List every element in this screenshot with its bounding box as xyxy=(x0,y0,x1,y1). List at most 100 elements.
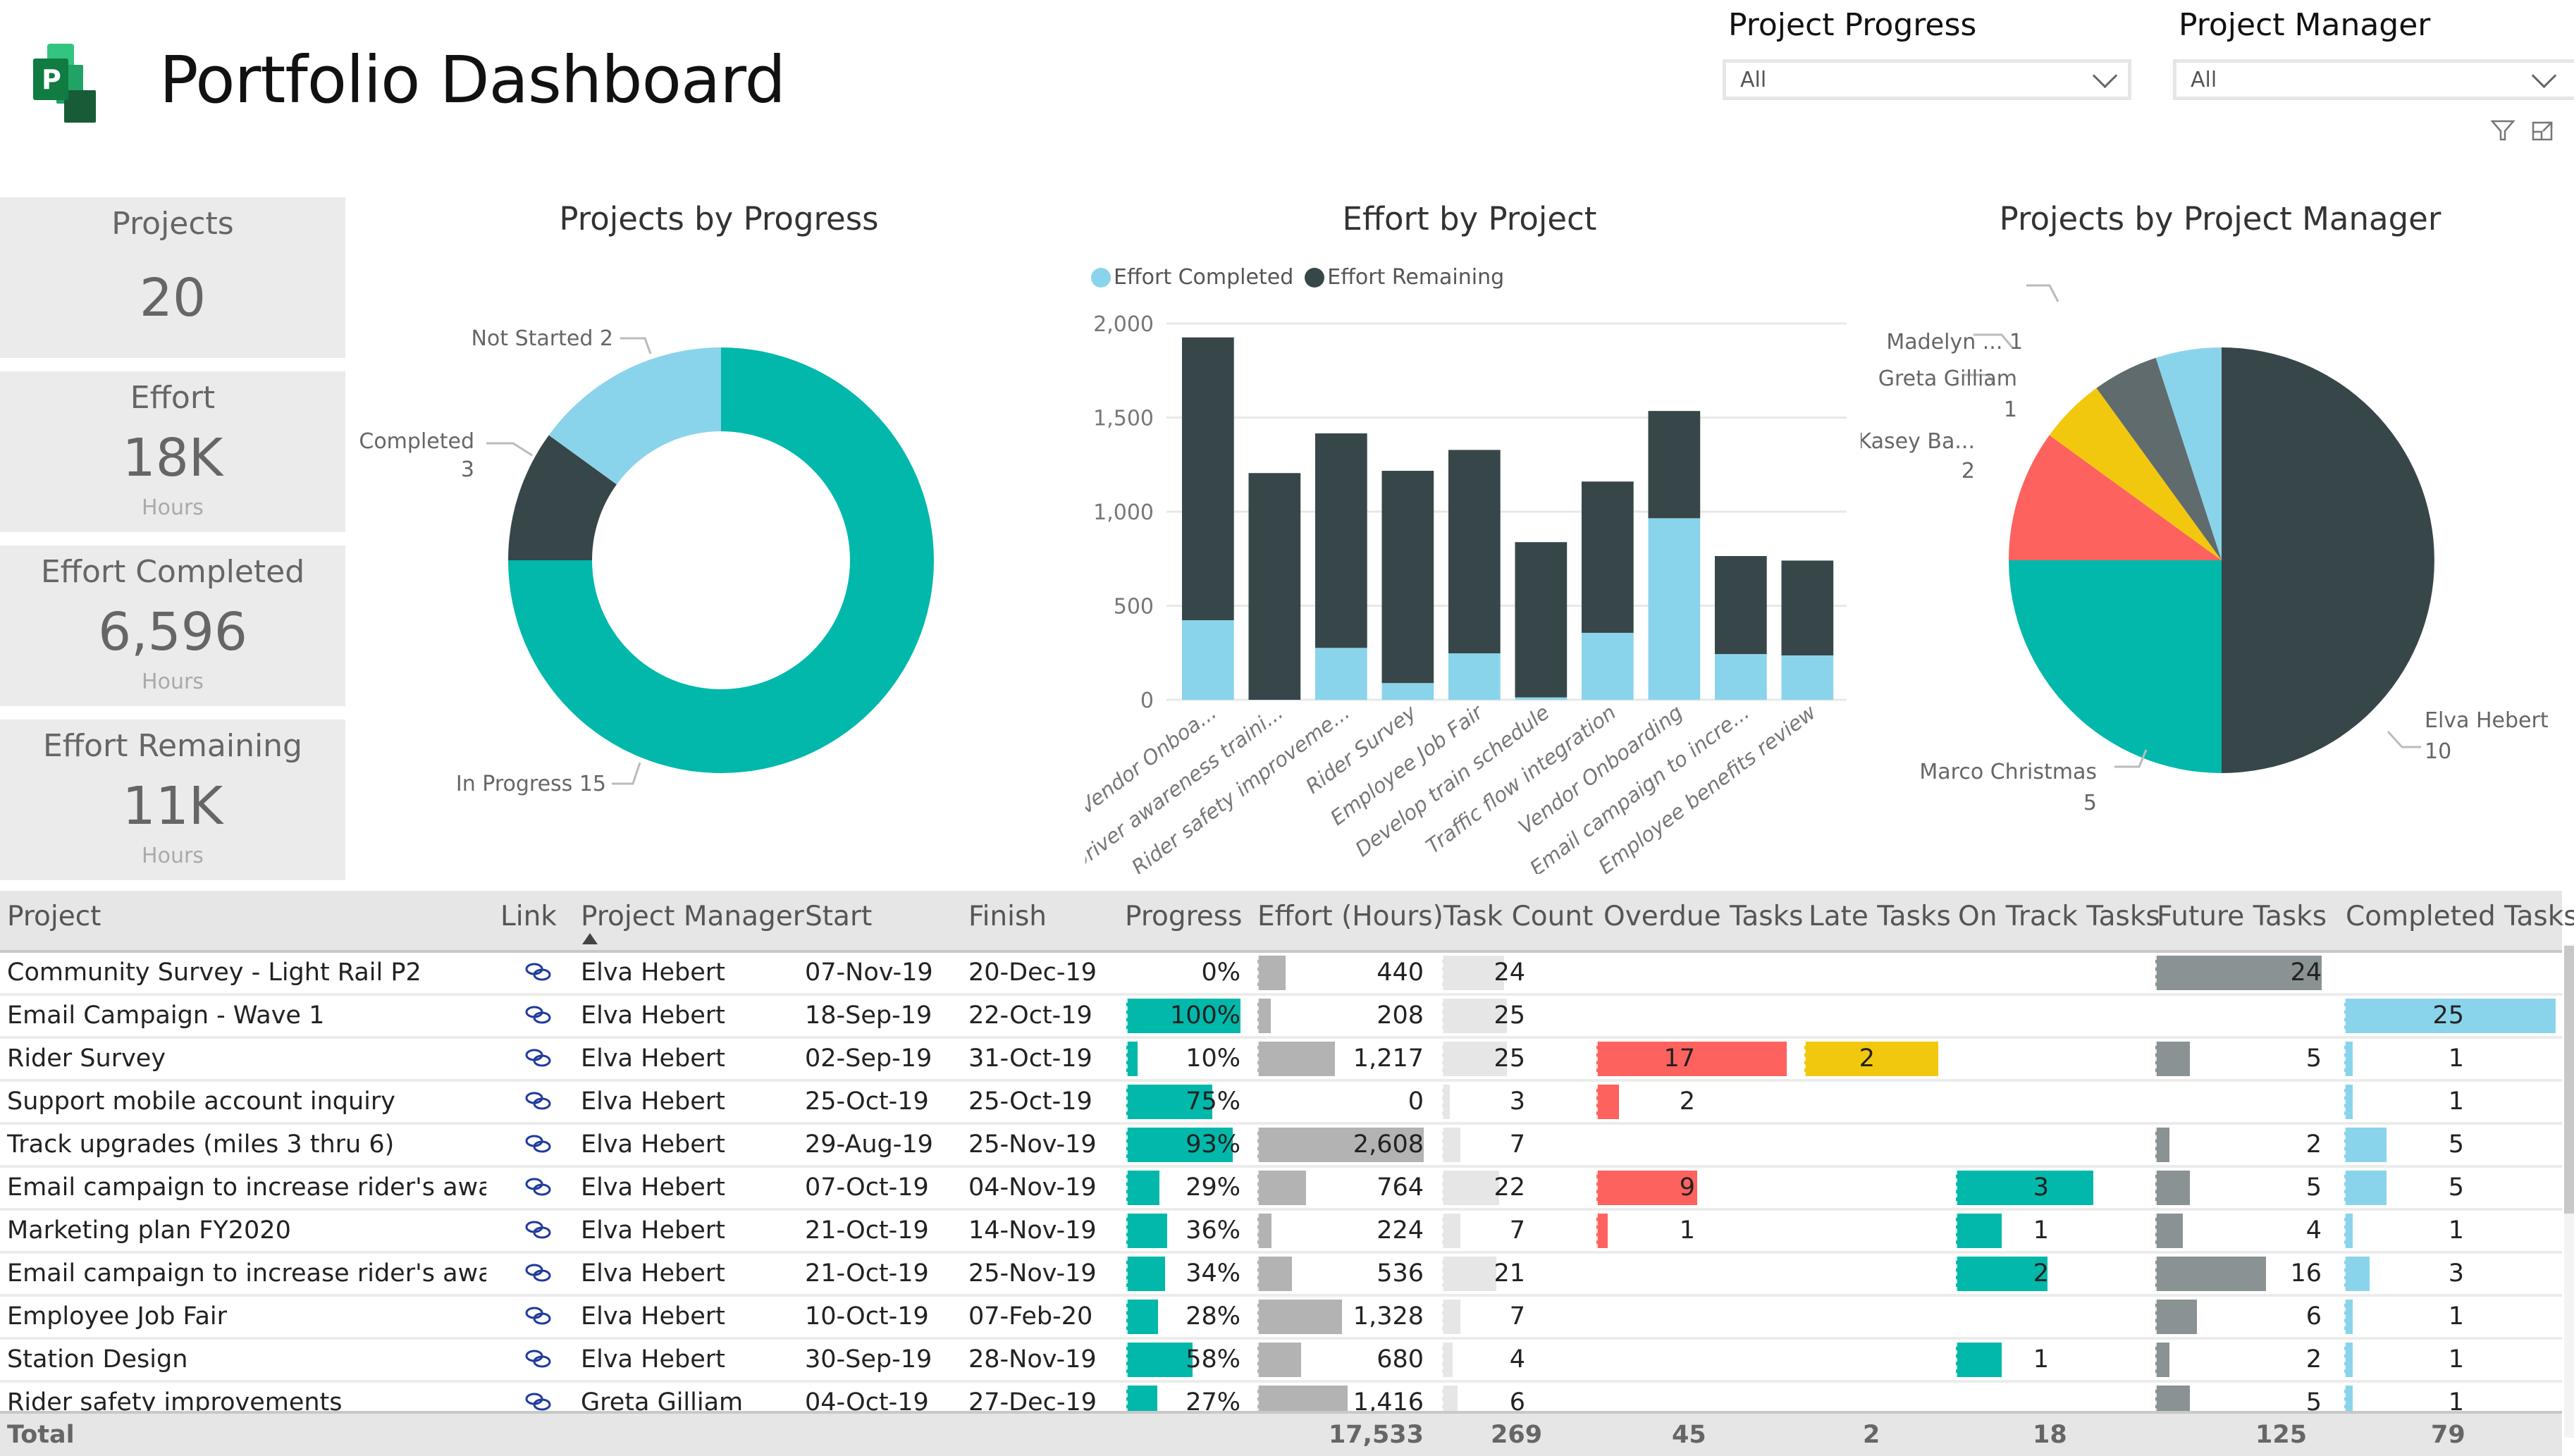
bar-effort-remaining[interactable] xyxy=(1315,433,1367,648)
table-row[interactable]: Email campaign to increase rider's aware… xyxy=(0,1254,2562,1297)
on-track-bar xyxy=(1956,1171,2093,1205)
kpi-value: 18K xyxy=(122,428,223,488)
link-icon[interactable] xyxy=(524,961,553,982)
pie-slice-marco-christmas[interactable] xyxy=(2009,560,2222,773)
finish-date: 07-Feb-20 xyxy=(968,1302,1093,1331)
donut-label-completed: Completed xyxy=(359,429,474,454)
progress-bar xyxy=(1126,1085,1212,1119)
bar-effort-remaining[interactable] xyxy=(1715,556,1767,655)
pie-slice-greta-gilliam[interactable] xyxy=(2049,388,2222,560)
link-icon[interactable] xyxy=(524,1219,553,1240)
column-header-link[interactable]: Link xyxy=(500,901,557,932)
pie-label-greta-gilliam-value: 1 xyxy=(2004,397,2017,422)
overdue-value: 1 xyxy=(1679,1216,1695,1245)
pie-slice-elva-hebert[interactable] xyxy=(2222,347,2434,773)
column-header-completed-tasks[interactable]: Completed Tasks xyxy=(2346,901,2574,932)
leader-line xyxy=(1963,374,1996,385)
table-row[interactable]: Email Campaign - Wave 1 Elva Hebert 18-Sep… xyxy=(0,996,2562,1039)
table-row[interactable]: Support mobile account inquiry Elva Heber… xyxy=(0,1082,2562,1125)
bar-effort-remaining[interactable] xyxy=(1648,411,1701,519)
column-header-task-count[interactable]: Task Count xyxy=(1443,901,1594,932)
task-count-value: 7 xyxy=(1509,1130,1525,1159)
link-icon[interactable] xyxy=(524,1262,553,1283)
donut-slice-completed[interactable] xyxy=(548,347,721,485)
bar-effort-completed[interactable] xyxy=(1715,654,1767,700)
table-row[interactable]: Marketing plan FY2020 Elva Hebert 21-Oct-1… xyxy=(0,1211,2562,1254)
start-date: 29-Aug-19 xyxy=(805,1130,933,1159)
column-header-finish[interactable]: Finish xyxy=(968,901,1047,932)
task-count-bar xyxy=(1442,1343,1453,1377)
progress-bar xyxy=(1126,1343,1193,1377)
project-progress-dropdown[interactable]: All xyxy=(1723,59,2131,100)
link-icon[interactable] xyxy=(524,1176,553,1197)
bar-effort-completed[interactable] xyxy=(1381,683,1434,700)
chevron-down-icon xyxy=(2531,63,2557,88)
on-track-bar xyxy=(1956,1257,2048,1291)
bar-effort-remaining[interactable] xyxy=(1582,481,1634,633)
link-icon[interactable] xyxy=(524,1133,553,1154)
project-manager: Elva Hebert xyxy=(581,1087,725,1116)
bar-effort-completed[interactable] xyxy=(1315,648,1367,700)
start-date: 18-Sep-19 xyxy=(805,1001,932,1030)
completed-value: 5 xyxy=(2448,1173,2464,1202)
y-tick-label: 1,500 xyxy=(1093,407,1154,431)
column-header-start[interactable]: Start xyxy=(805,901,873,932)
column-header-late-tasks[interactable]: Late Tasks xyxy=(1809,901,1951,932)
bar-effort-remaining[interactable] xyxy=(1248,473,1301,700)
leader-line xyxy=(2387,730,2421,748)
progress-value: 36% xyxy=(1186,1216,1240,1245)
effort-bar xyxy=(1257,999,1271,1033)
column-header-future-tasks[interactable]: Future Tasks xyxy=(2157,901,2327,932)
column-header-project[interactable]: Project xyxy=(7,901,101,932)
link-icon[interactable] xyxy=(524,1348,553,1369)
column-header-on-track-tasks[interactable]: On Track Tasks xyxy=(1958,901,2160,932)
bar-effort-remaining[interactable] xyxy=(1448,450,1501,654)
bar-effort-remaining[interactable] xyxy=(1781,560,1834,655)
table-row[interactable]: Email campaign to increase rider's aware… xyxy=(0,1168,2562,1211)
column-header-overdue-tasks[interactable]: Overdue Tasks xyxy=(1603,901,1804,932)
logo-letter: P xyxy=(42,64,61,95)
link-icon[interactable] xyxy=(524,1305,553,1326)
table-row[interactable]: Employee Job Fair Elva Hebert 10-Oct-19 07-… xyxy=(0,1297,2562,1340)
focus-mode-icon[interactable] xyxy=(2532,121,2554,141)
table-row[interactable]: Community Survey - Light Rail P2 Elva Heb… xyxy=(0,953,2562,996)
table-scrollbar-thumb[interactable] xyxy=(2564,946,2574,1214)
completed-bar xyxy=(2344,1343,2353,1377)
bar-effort-completed[interactable] xyxy=(1515,697,1568,700)
pie-slice-unlabeled[interactable] xyxy=(2096,357,2222,560)
projects-by-manager-chart: Elva Hebert 10 Marco Christmas 5 Kasey Ba...… xyxy=(1861,284,2549,815)
table-row[interactable]: Rider Survey Elva Hebert 02-Sep-19 31-Oct-1… xyxy=(0,1039,2562,1082)
bar-effort-completed[interactable] xyxy=(1582,632,1634,700)
bar-effort-completed[interactable] xyxy=(1781,655,1834,700)
bar-effort-remaining[interactable] xyxy=(1515,542,1568,698)
bar-effort-completed[interactable] xyxy=(1448,653,1501,700)
link-icon[interactable] xyxy=(524,1004,553,1025)
pie-label-marco-christmas: Marco Christmas xyxy=(1919,760,2097,784)
overdue-value xyxy=(1596,996,1695,1036)
bar-effort-completed[interactable] xyxy=(1648,518,1701,700)
column-header-progress[interactable]: Progress xyxy=(1125,901,1243,932)
overdue-value: 9 xyxy=(1679,1173,1695,1202)
pie-slice-kasey-ba-[interactable] xyxy=(2009,435,2222,560)
project-manager-dropdown[interactable]: All xyxy=(2173,59,2574,100)
completed-bar xyxy=(2344,1257,2370,1291)
table-row[interactable]: Station Design Elva Hebert 30-Sep-19 28-Nov… xyxy=(0,1340,2562,1383)
effort-bar xyxy=(1257,1257,1292,1291)
filter-icon[interactable] xyxy=(2491,120,2516,141)
bar-effort-remaining[interactable] xyxy=(1381,471,1434,684)
table-total-row: Total 17,533 269 45 2 18 125 79 xyxy=(0,1411,2562,1456)
start-date: 07-Nov-19 xyxy=(805,958,933,987)
link-icon[interactable] xyxy=(524,1090,553,1111)
donut-slice-in-progress[interactable] xyxy=(508,347,934,773)
bar-effort-remaining[interactable] xyxy=(1182,337,1234,621)
link-icon[interactable] xyxy=(524,1391,553,1412)
pie-slice-madelyn-[interactable] xyxy=(2155,347,2222,560)
column-header-project-manager[interactable]: Project Manager xyxy=(581,901,804,932)
table-row[interactable]: Track upgrades (miles 3 thru 6) Elva Hebe… xyxy=(0,1125,2562,1168)
link-icon[interactable] xyxy=(524,1047,553,1068)
bar-effort-completed[interactable] xyxy=(1182,620,1234,700)
column-header-effort[interactable]: Effort (Hours) xyxy=(1257,901,1443,932)
donut-slice-not-started[interactable] xyxy=(508,435,617,560)
project-name: Station Design xyxy=(7,1345,188,1374)
project-manager-value: All xyxy=(2191,67,2217,92)
